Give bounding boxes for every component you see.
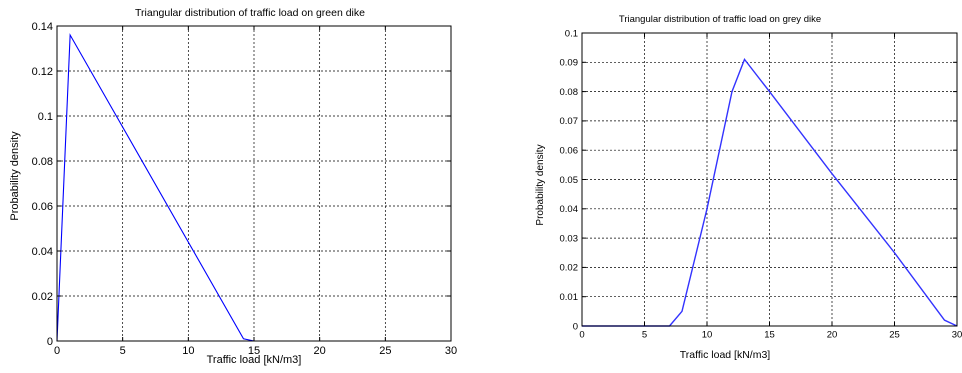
green-dike-chart-svg: Triangular distribution of traffic load … xyxy=(9,7,458,366)
grey-dike-chart: Triangular distribution of traffic load … xyxy=(482,0,962,373)
x-tick-label: 0 xyxy=(579,330,584,341)
x-tick-label: 10 xyxy=(182,345,194,357)
y-tick-label: 0.08 xyxy=(560,87,579,98)
plot-area: 0 5 10 15 20 25 30 0 0.02 0.04 0.06 0.08 0.1 0.12 0.14 xyxy=(32,21,458,357)
x-tick-label: 25 xyxy=(379,345,391,357)
x-tick-label: 30 xyxy=(445,345,457,357)
x-axis-label: Traffic load [kN/m3] xyxy=(207,354,302,366)
series-line-0 xyxy=(582,57,958,327)
y-axis-label: Probability density xyxy=(9,131,21,221)
y-tick-label: 0.1 xyxy=(565,28,578,39)
y-tick-label: 0.04 xyxy=(560,204,579,215)
x-tick-label: 5 xyxy=(120,345,126,357)
y-tick-label: 0.07 xyxy=(560,116,579,127)
y-tick-label: 0.12 xyxy=(32,66,53,78)
y-tick-label: 0.08 xyxy=(32,156,53,168)
x-tick-label: 10 xyxy=(702,330,713,341)
y-tick-label: 0.04 xyxy=(32,246,53,258)
x-tick-label: 25 xyxy=(889,330,900,341)
y-tick-label: 0.02 xyxy=(560,263,579,274)
y-tick-label: 0.09 xyxy=(560,58,579,69)
chart-title: Triangular distribution of traffic load … xyxy=(135,7,365,19)
grey-dike-chart-svg: Triangular distribution of traffic load … xyxy=(535,14,962,361)
y-tick-label: 0.01 xyxy=(560,292,579,303)
y-tick-label: 0.14 xyxy=(32,21,53,33)
x-tick-label: 0 xyxy=(54,345,60,357)
y-tick-label: 0 xyxy=(573,321,578,332)
plot-area: 0 5 10 15 20 25 30 0 0.01 0.02 0.03 0.04 0.05 0.06 0.0… xyxy=(560,28,962,340)
x-tick-label: 20 xyxy=(314,345,326,357)
y-tick-label: 0.06 xyxy=(32,201,53,213)
y-tick-label: 0.1 xyxy=(38,111,53,123)
x-tick-label: 15 xyxy=(248,345,260,357)
x-tick-label: 30 xyxy=(952,330,962,341)
y-tick-label: 0.06 xyxy=(560,146,579,157)
x-tick-label: 5 xyxy=(642,330,647,341)
y-axis-label: Probability density xyxy=(535,144,546,225)
y-tick-label: 0 xyxy=(47,336,53,348)
y-tick-label: 0.03 xyxy=(560,233,579,244)
y-tick-label: 0.05 xyxy=(560,175,579,186)
x-tick-label: 20 xyxy=(827,330,838,341)
chart-title: Triangular distribution of traffic load … xyxy=(619,14,821,25)
green-dike-chart: Triangular distribution of traffic load … xyxy=(0,0,480,373)
x-tick-label: 15 xyxy=(764,330,775,341)
y-tick-label: 0.02 xyxy=(32,291,53,303)
x-axis-label: Traffic load [kN/m3] xyxy=(680,349,771,361)
